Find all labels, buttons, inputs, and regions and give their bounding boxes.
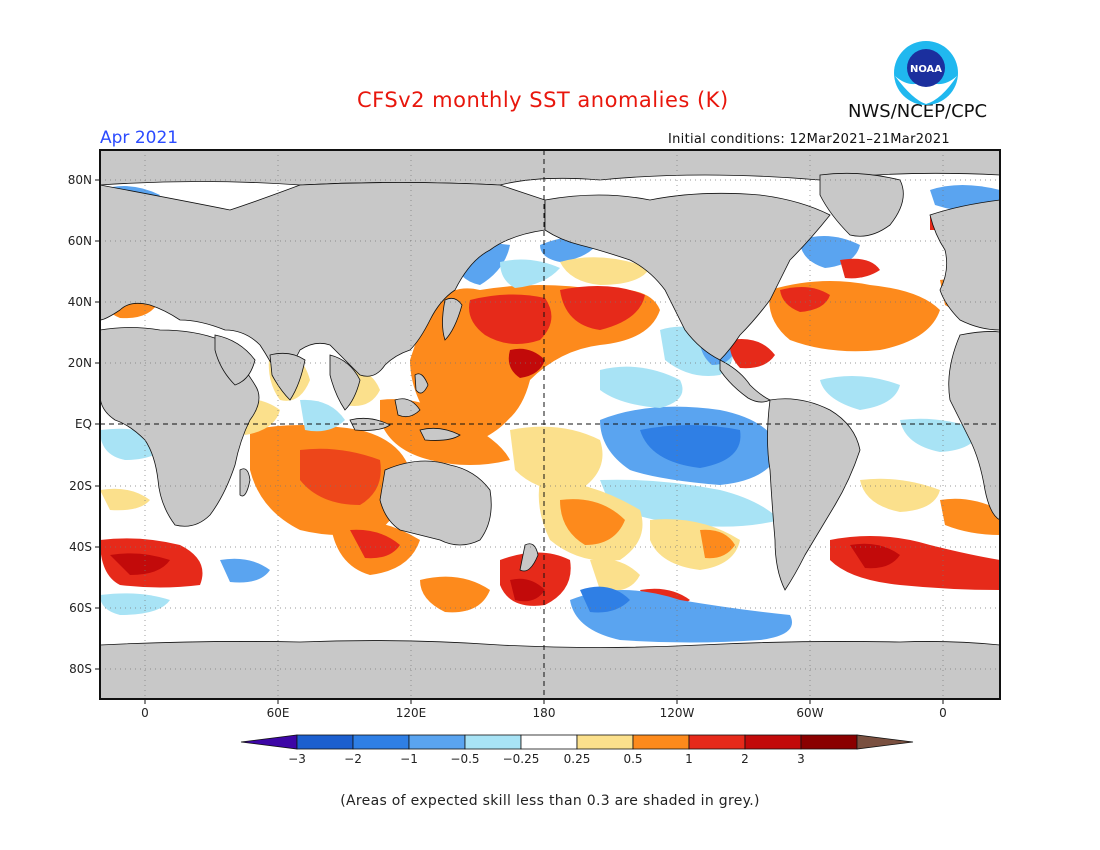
colorbar-label: 0.25 [563, 752, 591, 766]
colorbar-label: 3 [797, 752, 805, 766]
colorbar-label: −0.25 [502, 752, 540, 766]
colorbar-swatch [520, 734, 578, 750]
lat-label-eq: EQ [74, 417, 92, 431]
colorbar-label: −0.5 [450, 752, 480, 766]
land-masses [100, 150, 1000, 699]
colorbar-swatch [408, 734, 466, 750]
lon-label-180: 180 [532, 706, 556, 720]
colorbar-label: −3 [288, 752, 306, 766]
colorbar-label: 1 [685, 752, 693, 766]
colorbar-swatch [744, 734, 802, 750]
north-pacific-east-warm [560, 286, 645, 330]
colorbar-label: 0.5 [623, 752, 643, 766]
colorbar-swatch [464, 734, 522, 750]
noaa-logo: NOAA [894, 41, 958, 105]
colorbar-label: −2 [344, 752, 362, 766]
lat-label-20n: 20N [67, 356, 92, 370]
sst-anomaly-map [95, 149, 1001, 704]
organization-label: NWS/NCEP/CPC [848, 101, 988, 122]
australia [379, 460, 492, 546]
skill-footnote: (Areas of expected skill less than 0.3 a… [340, 793, 760, 809]
colorbar-swatch [352, 734, 410, 750]
noaa-logo-text: NOAA [910, 64, 942, 75]
colorbar-label: 2 [741, 752, 749, 766]
lon-label-120w: 120W [659, 706, 695, 720]
initial-conditions-label: Initial conditions: 12Mar2021–21Mar2021 [668, 132, 951, 147]
lat-label-80n: 80N [67, 173, 92, 187]
colorbar-swatch [296, 734, 354, 750]
lat-label-80s: 80S [69, 662, 92, 676]
lon-label-60e: 60E [266, 706, 290, 720]
lon-label-120e: 120E [395, 706, 427, 720]
equator-dateline [100, 150, 1000, 699]
lon-label-60w: 60W [796, 706, 824, 720]
colorbar-swatch-max [856, 734, 914, 750]
colorbar-swatch [632, 734, 690, 750]
colorbar-swatch-min [240, 734, 298, 750]
north-america [544, 192, 831, 361]
antarctica [100, 640, 1000, 699]
graticule [100, 150, 1000, 699]
colorbar-swatch [688, 734, 746, 750]
colorbar-swatch [800, 734, 858, 750]
colorbar-swatch [576, 734, 634, 750]
south-america [767, 398, 861, 591]
north-pacific-strong [469, 294, 552, 344]
north-pacific-core [508, 348, 545, 378]
lat-label-60n: 60N [67, 234, 92, 248]
lat-label-20s: 20S [69, 479, 92, 493]
lat-label-40s: 40S [69, 540, 92, 554]
lon-label-0-east: 0 [939, 706, 947, 720]
eurasia [100, 182, 546, 381]
valid-month-label: Apr 2021 [100, 128, 179, 148]
lat-label-40n: 40N [67, 295, 92, 309]
chart-title: CFSv2 monthly SST anomalies (K) [357, 88, 729, 112]
lon-label-0: 0 [141, 706, 149, 720]
colorbar-label: −1 [400, 752, 418, 766]
india [269, 352, 306, 401]
greenland [819, 172, 904, 237]
lat-label-60s: 60S [69, 601, 92, 615]
